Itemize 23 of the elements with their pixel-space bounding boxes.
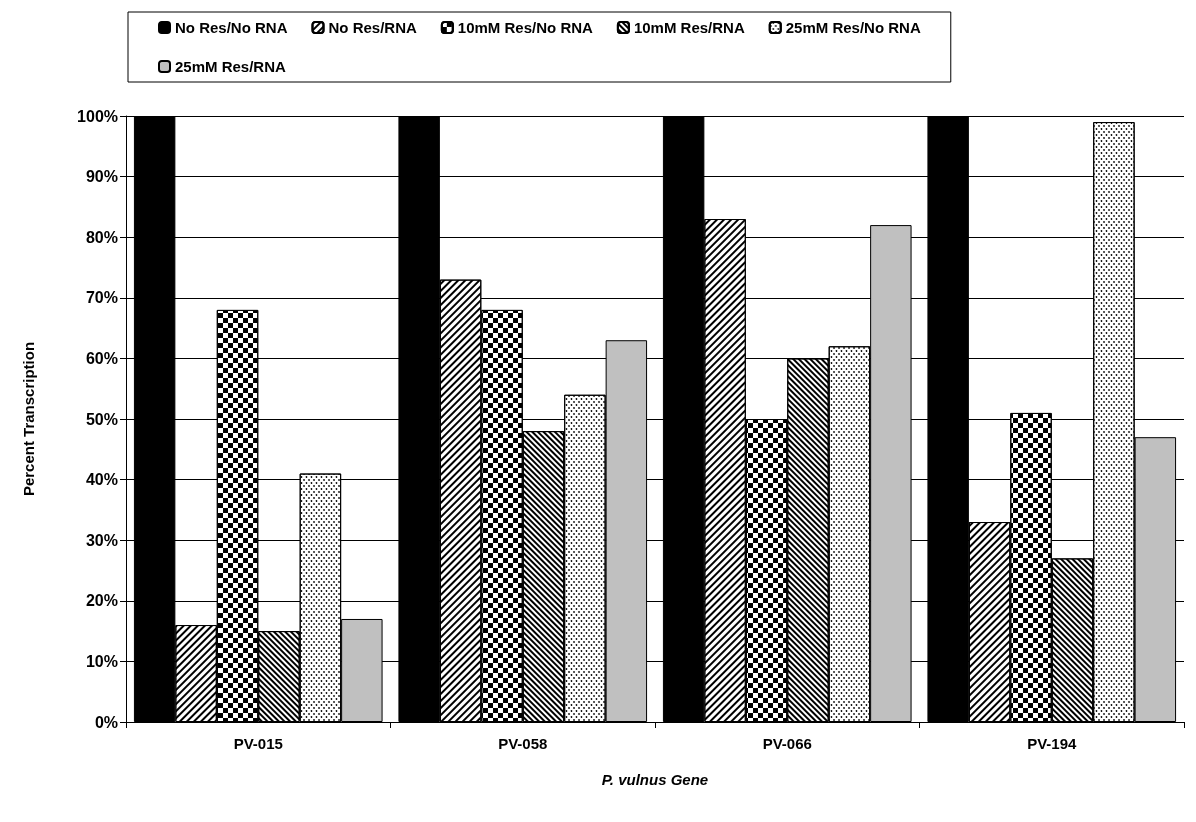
- x-tick-label: PV-066: [762, 735, 812, 752]
- x-tick-label: PV-194: [1027, 735, 1077, 752]
- y-axis-title: Percent Transcription: [20, 341, 37, 497]
- legend-label: 25mM Res/No RNA: [785, 19, 921, 36]
- legend-label: No Res/RNA: [328, 19, 418, 36]
- y-tick-label: 40%: [85, 471, 118, 489]
- legend-label: 25mM Res/RNA: [175, 58, 287, 75]
- y-tick-label: 0%: [94, 713, 118, 731]
- y-tick-label: 20%: [85, 592, 118, 610]
- x-tick-label: PV-015: [233, 735, 283, 752]
- y-tick-label: 30%: [85, 531, 118, 549]
- y-tick-label: 100%: [77, 107, 118, 125]
- x-tick-label: PV-058: [498, 735, 548, 752]
- y-tick-label: 90%: [85, 168, 118, 186]
- x-axis-title: P. vulnus Gene: [601, 771, 709, 788]
- legend-label: No Res/No RNA: [175, 19, 288, 36]
- legend-label: 10mM Res/No RNA: [457, 19, 594, 36]
- legend-label: 10mM Res/RNA: [633, 19, 745, 36]
- y-tick-label: 10%: [85, 652, 118, 670]
- y-tick-label: 70%: [85, 289, 118, 307]
- y-tick-label: 50%: [85, 410, 118, 428]
- y-tick-label: 60%: [85, 349, 118, 367]
- y-tick-label: 80%: [85, 228, 118, 246]
